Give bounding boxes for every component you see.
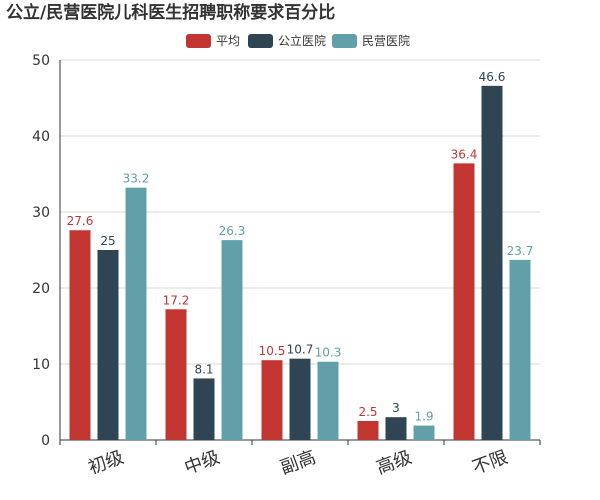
bar[interactable]	[165, 309, 187, 440]
x-tick-label: 初级	[86, 447, 127, 479]
x-tick-label: 不限	[470, 447, 511, 479]
bar[interactable]	[357, 421, 379, 440]
legend-label: 民营医院	[362, 34, 410, 48]
bar-value-label: 3	[392, 401, 400, 415]
bar[interactable]	[261, 360, 283, 440]
bar-value-label: 36.4	[451, 147, 478, 161]
bar-value-label: 46.6	[479, 70, 506, 84]
bar[interactable]	[413, 425, 435, 440]
bar-value-label: 27.6	[67, 214, 94, 228]
bar-labels: 27.6 25 33.2 17.2 8.1 26.3 10.5 10.7 10.3 2.5 3 1.9…	[67, 70, 534, 424]
bar[interactable]	[385, 417, 407, 440]
bar[interactable]	[289, 358, 311, 440]
legend-item[interactable]: 民营医院	[332, 34, 410, 48]
bar-value-label: 10.7	[287, 343, 314, 357]
bar[interactable]	[125, 187, 147, 440]
bar-value-label: 25	[100, 234, 115, 248]
bar-value-label: 10.5	[259, 344, 286, 358]
bar-value-label: 2.5	[358, 405, 377, 419]
bar-value-label: 8.1	[194, 362, 213, 376]
legend-label: 公立医院	[278, 33, 326, 48]
bar[interactable]	[221, 240, 243, 440]
y-tick-label: 40	[32, 129, 50, 145]
legend-swatch	[248, 34, 273, 48]
x-tick-label: 高级	[374, 447, 415, 479]
bar[interactable]	[317, 361, 339, 440]
bar[interactable]	[481, 85, 503, 440]
bar[interactable]	[69, 230, 91, 440]
y-tick-label: 10	[32, 357, 50, 373]
y-tick-label: 50	[32, 53, 50, 69]
legend-swatch	[332, 34, 357, 48]
bars	[69, 85, 531, 441]
legend-swatch	[186, 34, 211, 48]
y-tick-label: 30	[32, 205, 50, 221]
x-axis: 初级 中级 副高 高级 不限	[59, 439, 541, 479]
legend-label: 平均	[216, 34, 240, 48]
bar-value-label: 10.3	[315, 346, 342, 360]
bar-value-label: 26.3	[219, 224, 246, 238]
bar-value-label: 33.2	[123, 172, 150, 186]
legend-item[interactable]: 公立医院	[248, 33, 326, 48]
bar-value-label: 17.2	[163, 293, 190, 307]
bar[interactable]	[97, 250, 119, 440]
y-tick-label: 0	[41, 433, 50, 449]
chart-title: 公立/民营医院儿科医生招聘职称要求百分比	[6, 2, 335, 23]
bar-value-label: 1.9	[414, 410, 433, 424]
bar[interactable]	[453, 163, 475, 441]
y-axis: 0 10 20 30 40 50	[32, 53, 61, 449]
bar[interactable]	[509, 259, 531, 440]
y-tick-label: 20	[32, 281, 50, 297]
bar[interactable]	[193, 378, 215, 440]
x-tick-label: 中级	[182, 447, 223, 479]
legend-item[interactable]: 平均	[186, 34, 240, 48]
legend[interactable]: 平均 公立医院 民营医院	[186, 33, 410, 48]
bar-value-label: 23.7	[507, 244, 534, 258]
x-tick-label: 副高	[278, 447, 319, 479]
